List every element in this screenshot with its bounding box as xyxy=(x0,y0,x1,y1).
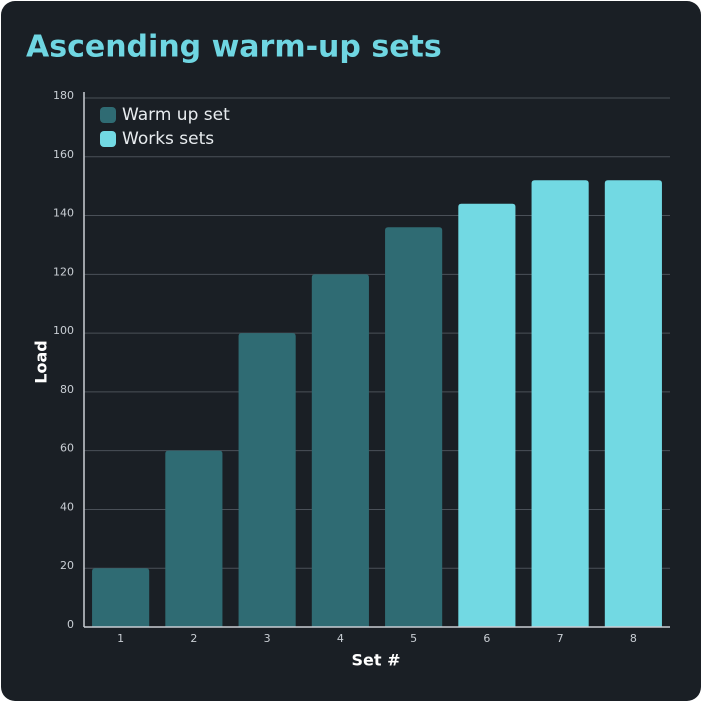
legend-label: Warm up set xyxy=(122,105,230,125)
bar xyxy=(238,333,296,627)
x-tick-label: 4 xyxy=(337,632,344,645)
bar xyxy=(531,180,589,628)
y-tick-label: 40 xyxy=(60,500,74,513)
legend-swatch xyxy=(100,131,116,147)
bar xyxy=(458,203,516,628)
x-tick-label: 1 xyxy=(117,632,124,645)
y-tick-label: 0 xyxy=(67,618,74,631)
x-axis-label: Set # xyxy=(352,651,401,670)
x-tick-label: 3 xyxy=(264,632,271,645)
bar xyxy=(311,274,369,627)
bar xyxy=(92,568,150,627)
legend-label: Works sets xyxy=(122,129,214,149)
x-tick-label: 5 xyxy=(410,632,417,645)
y-tick-label: 140 xyxy=(53,207,74,220)
bar xyxy=(165,450,223,627)
y-tick-label: 160 xyxy=(53,148,74,161)
x-tick-label: 7 xyxy=(557,632,564,645)
y-tick-label: 20 xyxy=(60,559,74,572)
y-tick-label: 80 xyxy=(60,383,74,396)
y-tick-label: 120 xyxy=(53,265,74,278)
legend-swatch xyxy=(100,107,116,123)
chart-title: Ascending warm-up sets xyxy=(26,30,442,65)
x-tick-label: 6 xyxy=(483,632,490,645)
y-axis-label: Load xyxy=(32,340,51,383)
bar xyxy=(604,180,662,628)
y-tick-label: 60 xyxy=(60,442,74,455)
x-tick-label: 8 xyxy=(630,632,637,645)
y-tick-label: 180 xyxy=(53,89,74,102)
y-tick-label: 100 xyxy=(53,324,74,337)
bar xyxy=(385,227,443,628)
x-tick-label: 2 xyxy=(190,632,197,645)
